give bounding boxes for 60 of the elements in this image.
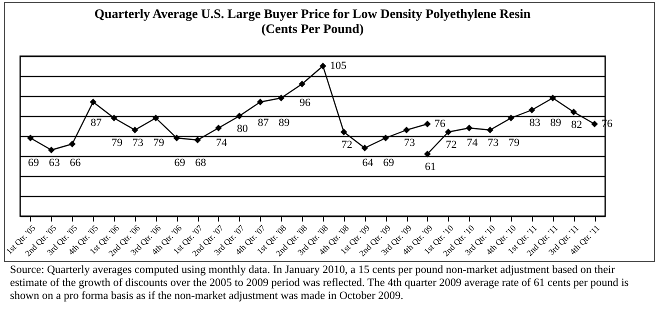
point (591, 120, 598, 128)
data-label: 73 (132, 137, 144, 149)
point (570, 108, 578, 116)
point (486, 126, 494, 134)
data-label: 72 (446, 139, 457, 151)
point (194, 136, 201, 144)
data-label: 83 (529, 117, 541, 129)
point (68, 140, 76, 148)
text: Quarterly Average U.S. Large Buyer Price for Low Density Polyethylene Resin (94, 6, 531, 21)
data-label: 61 (424, 161, 436, 173)
point (256, 98, 264, 106)
text: (Cents Per Pound) (261, 21, 364, 36)
point (48, 146, 55, 154)
data-label: 64 (362, 156, 374, 169)
point (152, 114, 160, 122)
point (549, 94, 556, 102)
data-label: 89 (278, 116, 290, 129)
point (444, 128, 452, 136)
data-label: 69 (28, 156, 40, 169)
data-label: 74 (466, 136, 478, 149)
source-note: Source: Quarterly averages computed using monthly data. In January 2010, a 15 cents per pound non-market adjustment based on their estimate of the growth of discounts over the 2005 to 2009 period was reflected. The 4th quarter 2009 average rate of 61 cents per pound is shown on a pro forma basis as if the non-market adjustment was made in October 2009. (10, 264, 630, 303)
data-label: 68 (195, 156, 207, 169)
data-label: 73 (404, 137, 416, 149)
data-label: 79 (112, 136, 124, 149)
data-label: 87 (258, 116, 270, 129)
point (215, 124, 222, 132)
data-label: 76 (434, 118, 446, 130)
data-label: 74 (216, 136, 228, 149)
data-label: 79 (153, 136, 165, 149)
point (340, 128, 348, 136)
point (508, 114, 514, 122)
data-label: 82 (571, 119, 582, 131)
point (382, 134, 389, 142)
data-label: 87 (90, 116, 102, 129)
point (424, 150, 431, 158)
point (403, 126, 410, 134)
data-label: 73 (488, 137, 500, 149)
point (173, 134, 180, 142)
point (466, 124, 473, 132)
data-label: 89 (550, 116, 562, 129)
point (278, 94, 285, 102)
point (90, 98, 96, 106)
data-label: 96 (300, 96, 312, 109)
point (528, 106, 536, 114)
data-label: 72 (341, 139, 352, 151)
point (361, 144, 368, 152)
data-label: 66 (70, 156, 82, 169)
point (298, 80, 306, 88)
point (132, 126, 138, 134)
data-label: 69 (383, 156, 395, 169)
data-label: 80 (236, 123, 248, 135)
point (236, 112, 243, 120)
data-label: 69 (174, 156, 186, 169)
point (110, 114, 118, 122)
data-label: 79 (508, 136, 520, 149)
point (424, 120, 431, 128)
point (27, 134, 34, 142)
point (320, 62, 326, 70)
data-label: 105 (330, 60, 347, 72)
data-label: 63 (48, 157, 60, 169)
